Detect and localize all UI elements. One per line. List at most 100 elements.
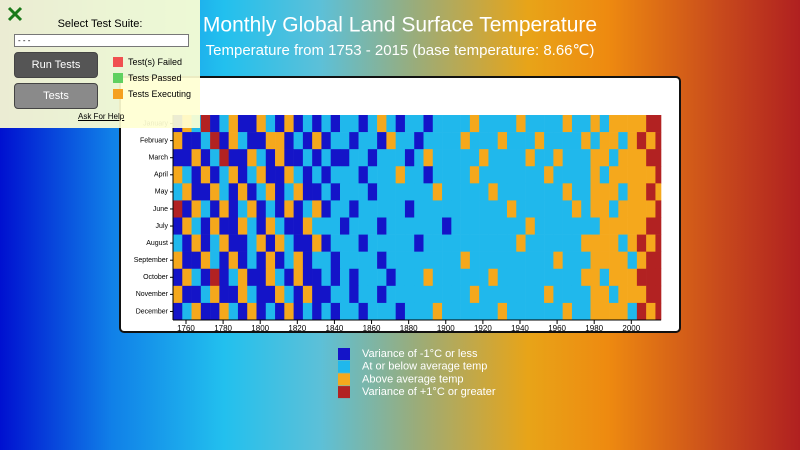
heat-cell: [534, 200, 545, 218]
heat-cell: [386, 268, 396, 287]
heat-cell: [571, 200, 582, 218]
x-tick-label: 1920: [474, 324, 492, 333]
heat-cell: [571, 302, 582, 321]
heat-cell: [182, 166, 192, 184]
heat-cell: [377, 166, 387, 184]
heat-cell: [497, 200, 508, 218]
heat-cell: [553, 149, 563, 167]
chart-title: Monthly Global Land Surface Temperature: [203, 14, 597, 37]
heat-cell: [349, 302, 359, 321]
heat-cell: [210, 302, 220, 321]
heat-cell: [275, 115, 285, 133]
x-tick-label: 1840: [326, 324, 344, 333]
heat-cell: [302, 183, 313, 201]
heat-cell: [516, 251, 526, 270]
heat-cell: [479, 132, 489, 150]
heat-cell: [349, 217, 359, 235]
heat-cell: [423, 217, 434, 235]
close-icon[interactable]: [7, 6, 23, 22]
heat-cell: [200, 217, 211, 235]
heat-cell: [627, 251, 638, 270]
heat-cell: [330, 149, 341, 167]
heat-cell: [488, 234, 499, 252]
heat-cell: [237, 217, 248, 235]
run-tests-button[interactable]: Run Tests: [14, 52, 98, 78]
heat-cell: [636, 115, 647, 133]
heat-cell: [497, 166, 508, 184]
heat-cell: [618, 234, 628, 252]
heat-cell: [618, 285, 628, 304]
heat-cell: [191, 149, 202, 167]
help-link[interactable]: Ask For Help: [78, 112, 125, 121]
heat-cell: [339, 183, 350, 201]
heat-cell: [414, 217, 424, 235]
heat-cell: [191, 268, 202, 287]
heat-cell: [312, 183, 322, 201]
heat-cell: [293, 166, 304, 184]
heat-cell: [618, 251, 628, 270]
heat-cell: [173, 268, 183, 287]
heat-cell: [173, 285, 183, 304]
tests-button[interactable]: Tests: [14, 83, 98, 109]
heat-cell: [571, 115, 582, 133]
heat-cell: [173, 166, 183, 184]
heat-cell: [219, 183, 229, 201]
suite-select[interactable]: - - -: [14, 34, 189, 47]
heat-cell: [182, 251, 192, 270]
heat-cell: [618, 302, 628, 321]
legend-swatch: [338, 373, 350, 386]
heat-cell: [423, 302, 434, 321]
heat-cell: [182, 268, 192, 287]
heat-cell: [191, 200, 202, 218]
heat-cell: [275, 251, 285, 270]
heat-cell: [386, 166, 396, 184]
heat-cell: [256, 115, 267, 133]
heat-cell: [506, 166, 517, 184]
heat-cell: [451, 302, 461, 321]
heat-cell: [423, 166, 434, 184]
heat-cell: [367, 285, 378, 304]
heat-cell: [321, 217, 332, 235]
heat-cell: [284, 268, 294, 287]
y-tick-label: July: [156, 223, 169, 230]
heat-cell: [219, 132, 229, 150]
heat-cell: [312, 234, 322, 252]
heat-cell: [488, 268, 499, 287]
heat-cell: [414, 149, 424, 167]
heat-cell: [414, 200, 424, 218]
heat-cell: [228, 268, 239, 287]
heat-cell: [609, 234, 619, 252]
heat-cell: [284, 166, 294, 184]
heat-cell: [256, 149, 267, 167]
heat-cell: [590, 302, 601, 321]
heat-cell: [321, 166, 332, 184]
heat-cell: [423, 268, 434, 287]
heat-cell: [377, 149, 387, 167]
heat-cell: [525, 183, 536, 201]
heat-cell: [377, 183, 387, 201]
heat-cell: [497, 268, 508, 287]
heat-cell: [210, 234, 220, 252]
heat-cell: [655, 149, 662, 167]
heat-cell: [284, 285, 294, 304]
heat-cell: [182, 302, 192, 321]
heat-cell: [228, 200, 239, 218]
heat-cell: [404, 166, 415, 184]
heat-cell: [553, 183, 563, 201]
heat-cell: [497, 217, 508, 235]
heat-cell: [312, 217, 322, 235]
heat-cell: [599, 285, 610, 304]
heat-cell: [210, 115, 220, 133]
heat-cell: [339, 285, 350, 304]
heat-cell: [312, 166, 322, 184]
heat-cell: [330, 115, 341, 133]
heat-cell: [200, 251, 211, 270]
heat-cell: [432, 132, 443, 150]
heat-cell: [544, 268, 554, 287]
heat-cell: [265, 115, 276, 133]
heat-cell: [627, 115, 638, 133]
heat-cell: [562, 132, 573, 150]
heat-cell: [386, 132, 396, 150]
heat-cell: [609, 200, 619, 218]
